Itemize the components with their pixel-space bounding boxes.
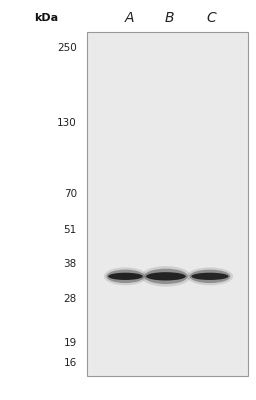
Text: 16: 16 — [63, 358, 77, 368]
Text: 19: 19 — [63, 338, 77, 348]
Text: A: A — [124, 11, 134, 25]
Ellipse shape — [144, 269, 188, 284]
Ellipse shape — [104, 267, 147, 285]
Ellipse shape — [189, 270, 230, 283]
FancyBboxPatch shape — [87, 32, 248, 376]
Ellipse shape — [106, 270, 144, 283]
Text: kDa: kDa — [34, 13, 58, 23]
Text: B: B — [164, 11, 174, 25]
Text: 28: 28 — [63, 294, 77, 304]
Ellipse shape — [108, 273, 143, 280]
Text: 130: 130 — [57, 118, 77, 128]
Ellipse shape — [191, 273, 228, 280]
Text: 51: 51 — [63, 225, 77, 235]
Ellipse shape — [141, 266, 191, 286]
Ellipse shape — [187, 267, 233, 285]
Ellipse shape — [146, 272, 186, 280]
Text: C: C — [206, 11, 216, 25]
Text: 38: 38 — [63, 259, 77, 269]
Text: 250: 250 — [57, 43, 77, 53]
Text: 70: 70 — [64, 189, 77, 199]
